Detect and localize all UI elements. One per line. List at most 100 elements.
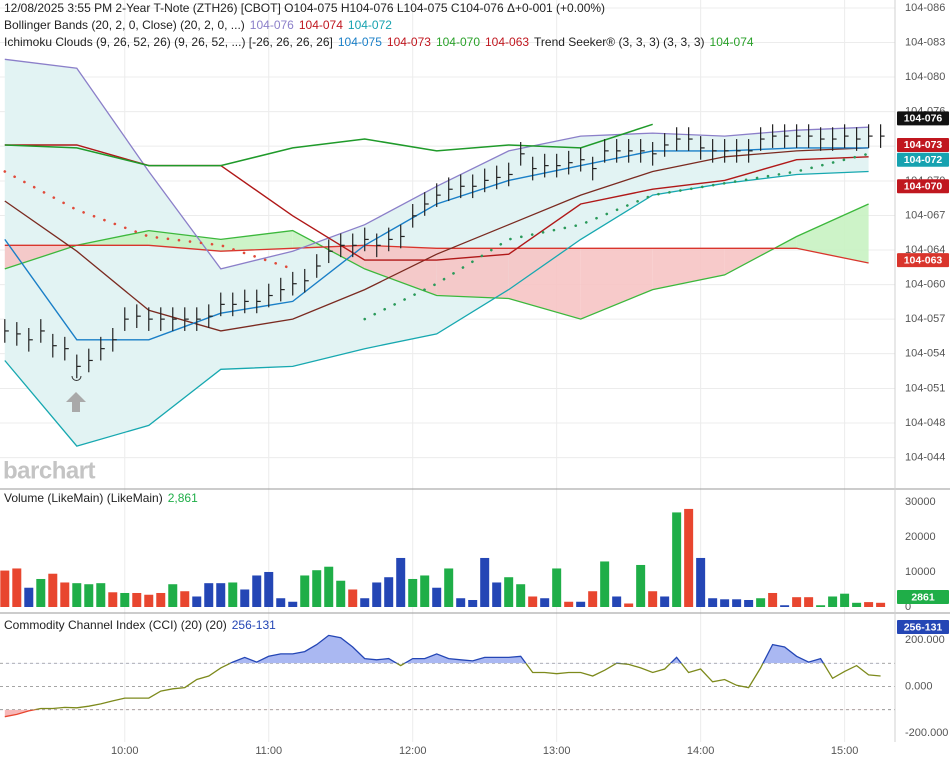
volume-bar [384, 577, 394, 607]
cci-line-over [228, 634, 825, 664]
volume-bar [312, 570, 322, 607]
volume-bar [12, 568, 22, 607]
volume-bar [360, 598, 370, 607]
volume-bar [744, 599, 754, 607]
y-tick-label: 200.000 [905, 634, 945, 646]
volume-bar [324, 566, 334, 607]
watermark: barchart [3, 457, 96, 484]
volume-bar [516, 584, 526, 607]
value-tag-label: 2861 [911, 591, 935, 603]
volume-bar [204, 583, 214, 607]
legend-line: Commodity Channel Index (CCI) (20) (20) 2… [4, 618, 276, 632]
cloud-fill [436, 248, 509, 299]
cloud-fill [508, 248, 581, 320]
y-tick-label: 104-064 [905, 244, 945, 256]
volume-bar [816, 605, 826, 607]
volume-bar [804, 597, 814, 607]
volume-bar [180, 591, 190, 607]
x-tick-label: 11:00 [255, 745, 282, 757]
volume-bar [276, 598, 286, 607]
volume-bar [120, 592, 130, 607]
legend-line: Volume (LikeMain) (LikeMain) 2,861 [4, 491, 198, 505]
value-tag-label: 104-073 [904, 139, 943, 151]
volume-bar [732, 599, 742, 607]
volume-bar [660, 596, 670, 607]
legend-item: Ichimoku Clouds (9, 26, 52, 26) (9, 26, … [4, 35, 333, 49]
volume-bar [648, 591, 658, 607]
volume-bar [756, 598, 766, 607]
cloud-fill [364, 245, 437, 296]
legend-item: 104-076 [250, 18, 294, 32]
volume-bar [600, 561, 610, 607]
volume-bar [60, 582, 70, 607]
y-tick-label: 104-051 [905, 382, 945, 394]
volume-bar [504, 577, 514, 607]
volume-bar [396, 557, 406, 607]
y-tick-label: 30000 [905, 496, 936, 508]
volume-bar [228, 582, 238, 607]
cloud-fill [580, 248, 653, 320]
volume-bar [672, 512, 682, 607]
volume-bar [876, 602, 886, 607]
y-tick-label: 104-057 [905, 313, 945, 325]
volume-bar [144, 594, 154, 607]
legend-item: Trend Seeker® (3, 3, 3) (3, 3, 3) [534, 35, 704, 49]
low-marker [71, 375, 82, 381]
x-tick-label: 10:00 [111, 745, 139, 757]
volume-bar [624, 603, 634, 607]
volume-bar [96, 583, 106, 607]
trend-seeker-dots [363, 152, 870, 321]
volume-bar [828, 596, 838, 607]
legend-item: 104-074 [710, 35, 754, 49]
y-tick-label: 104-054 [905, 348, 945, 360]
legend-line: Bollinger Bands (20, 2, 0, Close) (20, 2… [4, 18, 392, 32]
y-tick-label: 104-044 [905, 451, 945, 463]
x-tick-label: 12:00 [399, 745, 427, 757]
legend-item: 104-072 [348, 18, 392, 32]
legend-item: Volume (LikeMain) (LikeMain) [4, 491, 163, 505]
cloud-fill [220, 230, 293, 252]
volume-bar [156, 592, 166, 607]
y-tick-label: 104-086 [905, 2, 945, 14]
cloud-span-b [4, 244, 869, 264]
volume-bar [408, 578, 418, 607]
y-tick-label: 0.000 [905, 680, 933, 692]
volume-bar [768, 592, 778, 607]
y-tick-label: -200.000 [905, 727, 948, 739]
volume-bar [48, 573, 58, 607]
volume-bar [300, 575, 310, 607]
volume-bar [636, 564, 646, 607]
volume-bar [468, 599, 478, 607]
volume-bar [456, 598, 466, 607]
value-tag [897, 111, 949, 126]
legend-item: 104-074 [299, 18, 343, 32]
volume-bar [192, 596, 202, 607]
volume-bar [108, 592, 118, 607]
value-tag [897, 152, 949, 167]
volume-bar [552, 568, 562, 607]
volume-bar [612, 596, 622, 607]
y-tick-label: 0 [905, 601, 911, 613]
volume-bar [348, 589, 358, 607]
cloud-fill [796, 203, 869, 264]
volume-bar [84, 584, 94, 607]
volume-bar [36, 578, 46, 607]
y-tick-label: 104-083 [905, 36, 945, 48]
volume-bar [336, 580, 346, 607]
y-tick-label: 10000 [905, 566, 936, 578]
volume-bar [264, 571, 274, 607]
value-tag-label: 256-131 [904, 621, 943, 633]
x-tick-label: 15:00 [831, 745, 859, 757]
value-tag [897, 137, 949, 152]
lagging-line [4, 123, 653, 167]
x-tick-label: 13:00 [543, 745, 571, 757]
volume-bar [588, 591, 598, 607]
trend-seeker-dots [3, 170, 294, 271]
value-tag [897, 179, 949, 194]
signal-arrow [66, 392, 86, 412]
y-tick-label: 104-080 [905, 71, 945, 83]
legend-item: 104-073 [387, 35, 431, 49]
cloud-fill [148, 230, 221, 252]
volume-bar [24, 587, 34, 607]
